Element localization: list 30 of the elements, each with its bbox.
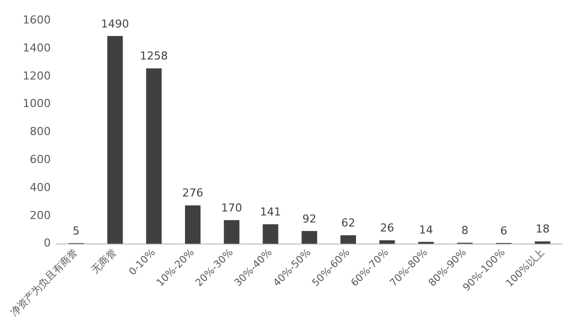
y-tick-label: 1200 — [22, 69, 51, 82]
bar — [262, 224, 278, 244]
data-label: 1490 — [101, 17, 130, 30]
data-label: 141 — [260, 206, 282, 219]
data-label: 18 — [536, 222, 550, 236]
data-label: 276 — [182, 186, 204, 200]
data-label: 92 — [302, 212, 316, 226]
data-label: 5 — [72, 224, 80, 238]
data-label: 6 — [500, 224, 508, 238]
data-label: 62 — [341, 216, 356, 230]
data-label: 8 — [461, 224, 468, 238]
bar — [340, 235, 356, 244]
x-tick-label: 无商誉 — [89, 246, 119, 276]
bar — [224, 220, 240, 244]
y-tick-label: 1000 — [22, 97, 51, 110]
bar — [146, 68, 162, 244]
y-tick-label: 400 — [30, 180, 51, 194]
bar — [107, 36, 123, 244]
y-tick-label: 1600 — [22, 13, 51, 26]
y-tick-label: 1400 — [22, 41, 51, 54]
data-label: 14 — [418, 223, 433, 236]
data-label: 170 — [221, 202, 242, 215]
data-label: 1258 — [140, 50, 168, 63]
bar — [379, 240, 395, 244]
y-tick-label: 200 — [30, 208, 51, 222]
data-label: 26 — [380, 222, 394, 235]
y-tick-label: 600 — [30, 153, 51, 166]
bar — [185, 205, 201, 244]
y-tick-label: 800 — [30, 125, 51, 138]
bar — [302, 231, 318, 244]
